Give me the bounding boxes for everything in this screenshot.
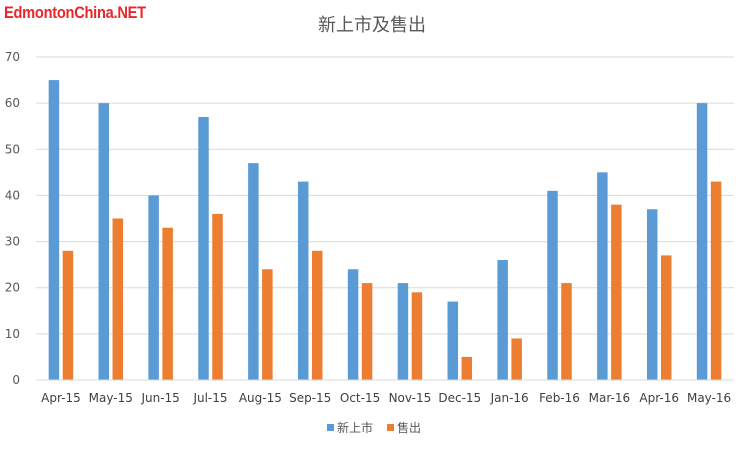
legend-label: 售出 xyxy=(397,420,421,435)
bar-new-listings-Feb-16 xyxy=(547,190,558,380)
bar-new-listings-Aug-15 xyxy=(248,163,259,380)
x-tick-label: May-16 xyxy=(687,391,731,405)
x-tick-label: Feb-16 xyxy=(539,391,580,405)
legend-swatch xyxy=(327,424,334,431)
y-tick-label: 30 xyxy=(5,235,20,249)
bars xyxy=(48,80,722,381)
bar-new-listings-Apr-16 xyxy=(646,209,658,380)
x-tick-label: Aug-15 xyxy=(239,391,282,405)
y-tick-label: 0 xyxy=(12,373,20,387)
bar-sold-Mar-16 xyxy=(611,204,622,380)
bar-sold-Nov-15 xyxy=(411,292,423,380)
x-tick-label: Sep-15 xyxy=(289,391,331,405)
bar-new-listings-Sep-15 xyxy=(297,181,309,380)
x-tick-label: Jun-15 xyxy=(140,391,179,405)
bar-sold-Sep-15 xyxy=(311,250,323,380)
bar-new-listings-Oct-15 xyxy=(347,269,359,380)
bar-sold-Jun-15 xyxy=(162,227,173,380)
bar-new-listings-May-16 xyxy=(696,103,708,381)
bar-new-listings-Dec-15 xyxy=(447,301,459,380)
y-tick-label: 10 xyxy=(5,327,20,341)
bar-sold-Dec-15 xyxy=(461,356,473,380)
y-tick-label: 20 xyxy=(5,281,20,295)
bar-sold-Jan-16 xyxy=(511,338,522,380)
legend-swatch xyxy=(387,424,394,431)
bar-new-listings-Apr-15 xyxy=(48,80,60,381)
chart-title: 新上市及售出 xyxy=(318,15,426,36)
y-tick-label: 60 xyxy=(5,96,20,110)
bar-new-listings-Jul-15 xyxy=(198,116,209,380)
bar-sold-May-16 xyxy=(710,181,722,380)
legend-label: 新上市 xyxy=(337,420,373,435)
bar-new-listings-Mar-16 xyxy=(597,172,608,380)
x-tick-label: May-15 xyxy=(89,391,133,405)
legend: 新上市 售出 xyxy=(327,420,421,435)
x-tick-label: Jan-16 xyxy=(490,391,529,405)
bar-sold-Oct-15 xyxy=(361,283,373,380)
x-tick-label: Apr-15 xyxy=(41,391,81,405)
x-tick-label: Mar-16 xyxy=(589,391,630,405)
bar-sold-Apr-16 xyxy=(660,255,672,380)
x-tick-label: Nov-15 xyxy=(389,391,432,405)
bar-new-listings-Jan-16 xyxy=(497,260,508,380)
bar-new-listings-May-15 xyxy=(98,103,110,381)
watermark-logo: EdmontonChina.NET xyxy=(4,3,146,22)
bar-new-listings-Jun-15 xyxy=(148,195,159,380)
x-tick-label: Dec-15 xyxy=(438,391,481,405)
y-axis-ticks: 0 10 20 30 40 50 60 70 xyxy=(5,50,20,387)
bar-sold-Feb-16 xyxy=(561,283,572,380)
x-tick-label: Oct-15 xyxy=(340,391,380,405)
y-tick-label: 50 xyxy=(5,142,20,156)
bar-sold-Aug-15 xyxy=(262,269,273,380)
bar-sold-May-15 xyxy=(112,218,124,380)
x-tick-label: Jul-15 xyxy=(192,391,227,405)
y-tick-label: 40 xyxy=(5,188,20,202)
bar-new-listings-Nov-15 xyxy=(397,283,409,380)
x-axis-ticks: Apr-15 May-15 Jun-15 Jul-15 Aug-15 Sep-15 Oct-… xyxy=(41,391,731,405)
bar-sold-Jul-15 xyxy=(212,213,223,380)
gridlines xyxy=(36,56,734,335)
bar-sold-Apr-15 xyxy=(62,250,74,380)
y-tick-label: 70 xyxy=(5,50,20,64)
x-tick-label: Apr-16 xyxy=(639,391,679,405)
